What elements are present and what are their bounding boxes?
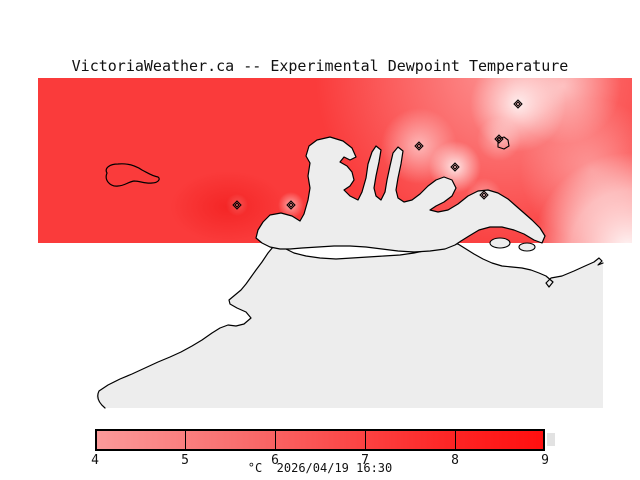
shore-islets	[489, 237, 536, 252]
station-marker[interactable]	[414, 141, 424, 151]
colorbar-tick-label: 7	[361, 453, 369, 468]
colorbar-caption: °C 2026/04/19 16:30	[247, 461, 393, 475]
station-marker[interactable]	[450, 162, 460, 172]
small-island-outline	[497, 136, 510, 150]
station-marker[interactable]	[494, 134, 504, 144]
station-marker[interactable]	[479, 190, 489, 200]
colorbar-tick	[455, 431, 456, 449]
colorbar-tick	[365, 431, 366, 449]
colorbar-tick-label: 4	[91, 453, 99, 468]
strait-island-outline	[105, 163, 160, 187]
victoria-landmass	[255, 136, 546, 253]
olympic-peninsula-land	[96, 243, 603, 408]
colorbar-tick-label: 6	[271, 453, 279, 468]
colorbar-endcap	[547, 433, 555, 446]
station-marker[interactable]	[286, 200, 296, 210]
colorbar-tick-label: 8	[451, 453, 459, 468]
station-marker[interactable]	[513, 99, 523, 109]
colorbar	[95, 429, 545, 451]
colorbar-tick-label: 9	[541, 453, 549, 468]
colorbar-tick-label: 5	[181, 453, 189, 468]
colorbar-tick	[185, 431, 186, 449]
station-marker[interactable]	[232, 200, 242, 210]
page-title: VictoriaWeather.ca -- Experimental Dewpo…	[71, 57, 569, 75]
colorbar-tick	[275, 431, 276, 449]
